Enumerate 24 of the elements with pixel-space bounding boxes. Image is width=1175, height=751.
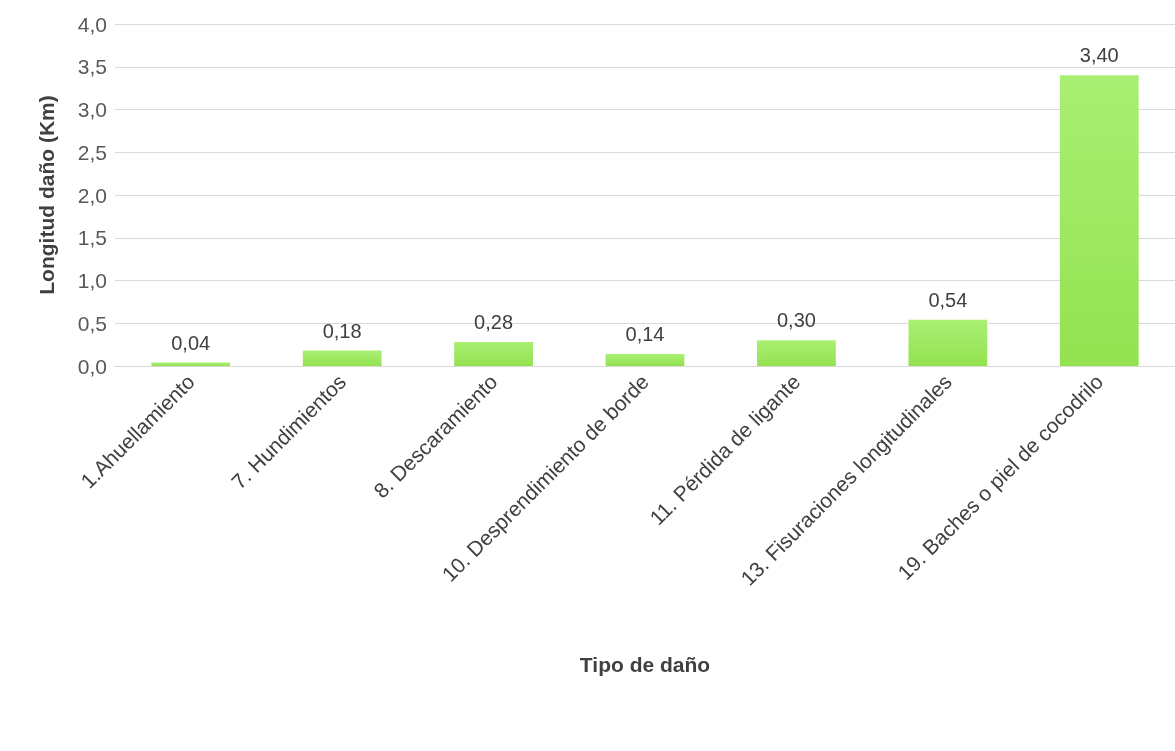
data-label: 0,04 — [171, 331, 211, 354]
y-tick-label: 0,5 — [77, 311, 107, 335]
y-tick-label: 0,0 — [77, 354, 107, 378]
y-tick-label: 4,0 — [77, 12, 107, 36]
data-label: 0,28 — [474, 311, 514, 334]
y-tick-label: 3,5 — [77, 55, 107, 79]
data-label: 0,18 — [322, 319, 362, 342]
bar — [908, 319, 988, 366]
bar — [302, 350, 382, 366]
y-tick-label: 1,0 — [77, 269, 107, 292]
bar — [1059, 75, 1139, 366]
x-axis-title: Tipo de daño — [579, 653, 711, 676]
bar — [757, 340, 836, 366]
y-tick-label: 2,0 — [77, 183, 107, 207]
bar — [454, 342, 533, 366]
data-label: 0,30 — [776, 309, 816, 332]
data-label: 0,54 — [928, 288, 968, 311]
data-label: 3,40 — [1079, 44, 1119, 67]
y-tick-label: 2,5 — [77, 140, 107, 164]
data-label: 0,14 — [625, 323, 665, 346]
y-tick-label: 3,0 — [77, 98, 107, 121]
bar — [605, 354, 685, 366]
y-tick-label: 1,5 — [77, 226, 107, 250]
y-axis-title: Longitud daño (Km) — [35, 95, 58, 295]
